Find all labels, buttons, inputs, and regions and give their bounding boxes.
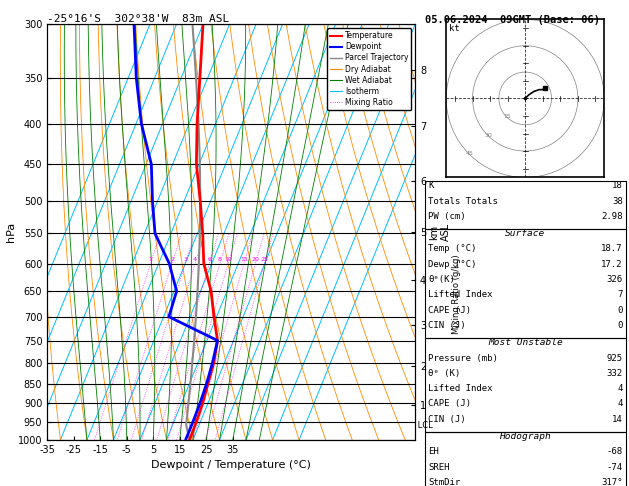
- Text: 317°: 317°: [601, 478, 623, 486]
- Text: θᵉ (K): θᵉ (K): [428, 369, 460, 378]
- Text: 05.06.2024  09GMT (Base: 06): 05.06.2024 09GMT (Base: 06): [425, 15, 599, 25]
- Text: θᵉ(K): θᵉ(K): [428, 275, 455, 284]
- Text: 20: 20: [252, 258, 259, 262]
- Text: StmDir: StmDir: [428, 478, 460, 486]
- Text: EH: EH: [428, 447, 439, 456]
- Text: -68: -68: [606, 447, 623, 456]
- Y-axis label: hPa: hPa: [6, 222, 16, 242]
- Text: 4: 4: [617, 399, 623, 409]
- Text: Temp (°C): Temp (°C): [428, 244, 477, 254]
- Text: Lifted Index: Lifted Index: [428, 290, 493, 299]
- Text: 1: 1: [148, 258, 152, 262]
- Text: Dewp (°C): Dewp (°C): [428, 260, 477, 269]
- Text: 4: 4: [617, 384, 623, 393]
- Text: -25°16'S  302°38'W  83m ASL: -25°16'S 302°38'W 83m ASL: [47, 14, 230, 23]
- Text: 38: 38: [612, 196, 623, 206]
- Text: 2.98: 2.98: [601, 212, 623, 221]
- Text: 10: 10: [225, 258, 232, 262]
- Text: 14: 14: [612, 415, 623, 424]
- Text: kt: kt: [449, 24, 460, 33]
- Text: LCL: LCL: [415, 420, 433, 430]
- Text: CIN (J): CIN (J): [428, 415, 466, 424]
- Text: -74: -74: [606, 463, 623, 472]
- Text: Hodograph: Hodograph: [499, 432, 551, 441]
- Text: 0: 0: [617, 306, 623, 315]
- Text: Totals Totals: Totals Totals: [428, 196, 498, 206]
- X-axis label: Dewpoint / Temperature (°C): Dewpoint / Temperature (°C): [151, 460, 311, 470]
- Text: CIN (J): CIN (J): [428, 321, 466, 330]
- Text: 25: 25: [260, 258, 269, 262]
- Text: 18.7: 18.7: [601, 244, 623, 254]
- Text: CAPE (J): CAPE (J): [428, 399, 471, 409]
- Text: 7: 7: [617, 290, 623, 299]
- Text: 18: 18: [612, 181, 623, 191]
- Text: PW (cm): PW (cm): [428, 212, 466, 221]
- Text: Mixing Ratio (g/kg): Mixing Ratio (g/kg): [452, 255, 460, 334]
- Text: CAPE (J): CAPE (J): [428, 306, 471, 315]
- Text: 3: 3: [183, 258, 187, 262]
- Text: 925: 925: [606, 353, 623, 363]
- Text: 8: 8: [218, 258, 222, 262]
- Text: 45: 45: [466, 151, 474, 156]
- Text: 4: 4: [193, 258, 197, 262]
- Text: Pressure (mb): Pressure (mb): [428, 353, 498, 363]
- Legend: Temperature, Dewpoint, Parcel Trajectory, Dry Adiabat, Wet Adiabat, Isotherm, Mi: Temperature, Dewpoint, Parcel Trajectory…: [327, 28, 411, 110]
- Text: 15: 15: [503, 114, 511, 120]
- Text: Lifted Index: Lifted Index: [428, 384, 493, 393]
- Text: 17.2: 17.2: [601, 260, 623, 269]
- Text: 332: 332: [606, 369, 623, 378]
- Text: 0: 0: [617, 321, 623, 330]
- Text: Most Unstable: Most Unstable: [488, 338, 562, 347]
- Text: 2: 2: [170, 258, 174, 262]
- Text: 30: 30: [484, 133, 493, 138]
- Text: 6: 6: [208, 258, 211, 262]
- Text: K: K: [428, 181, 434, 191]
- Text: SREH: SREH: [428, 463, 450, 472]
- Text: 15: 15: [240, 258, 248, 262]
- Text: 326: 326: [606, 275, 623, 284]
- Text: Surface: Surface: [505, 229, 545, 238]
- Y-axis label: km
ASL: km ASL: [429, 223, 450, 241]
